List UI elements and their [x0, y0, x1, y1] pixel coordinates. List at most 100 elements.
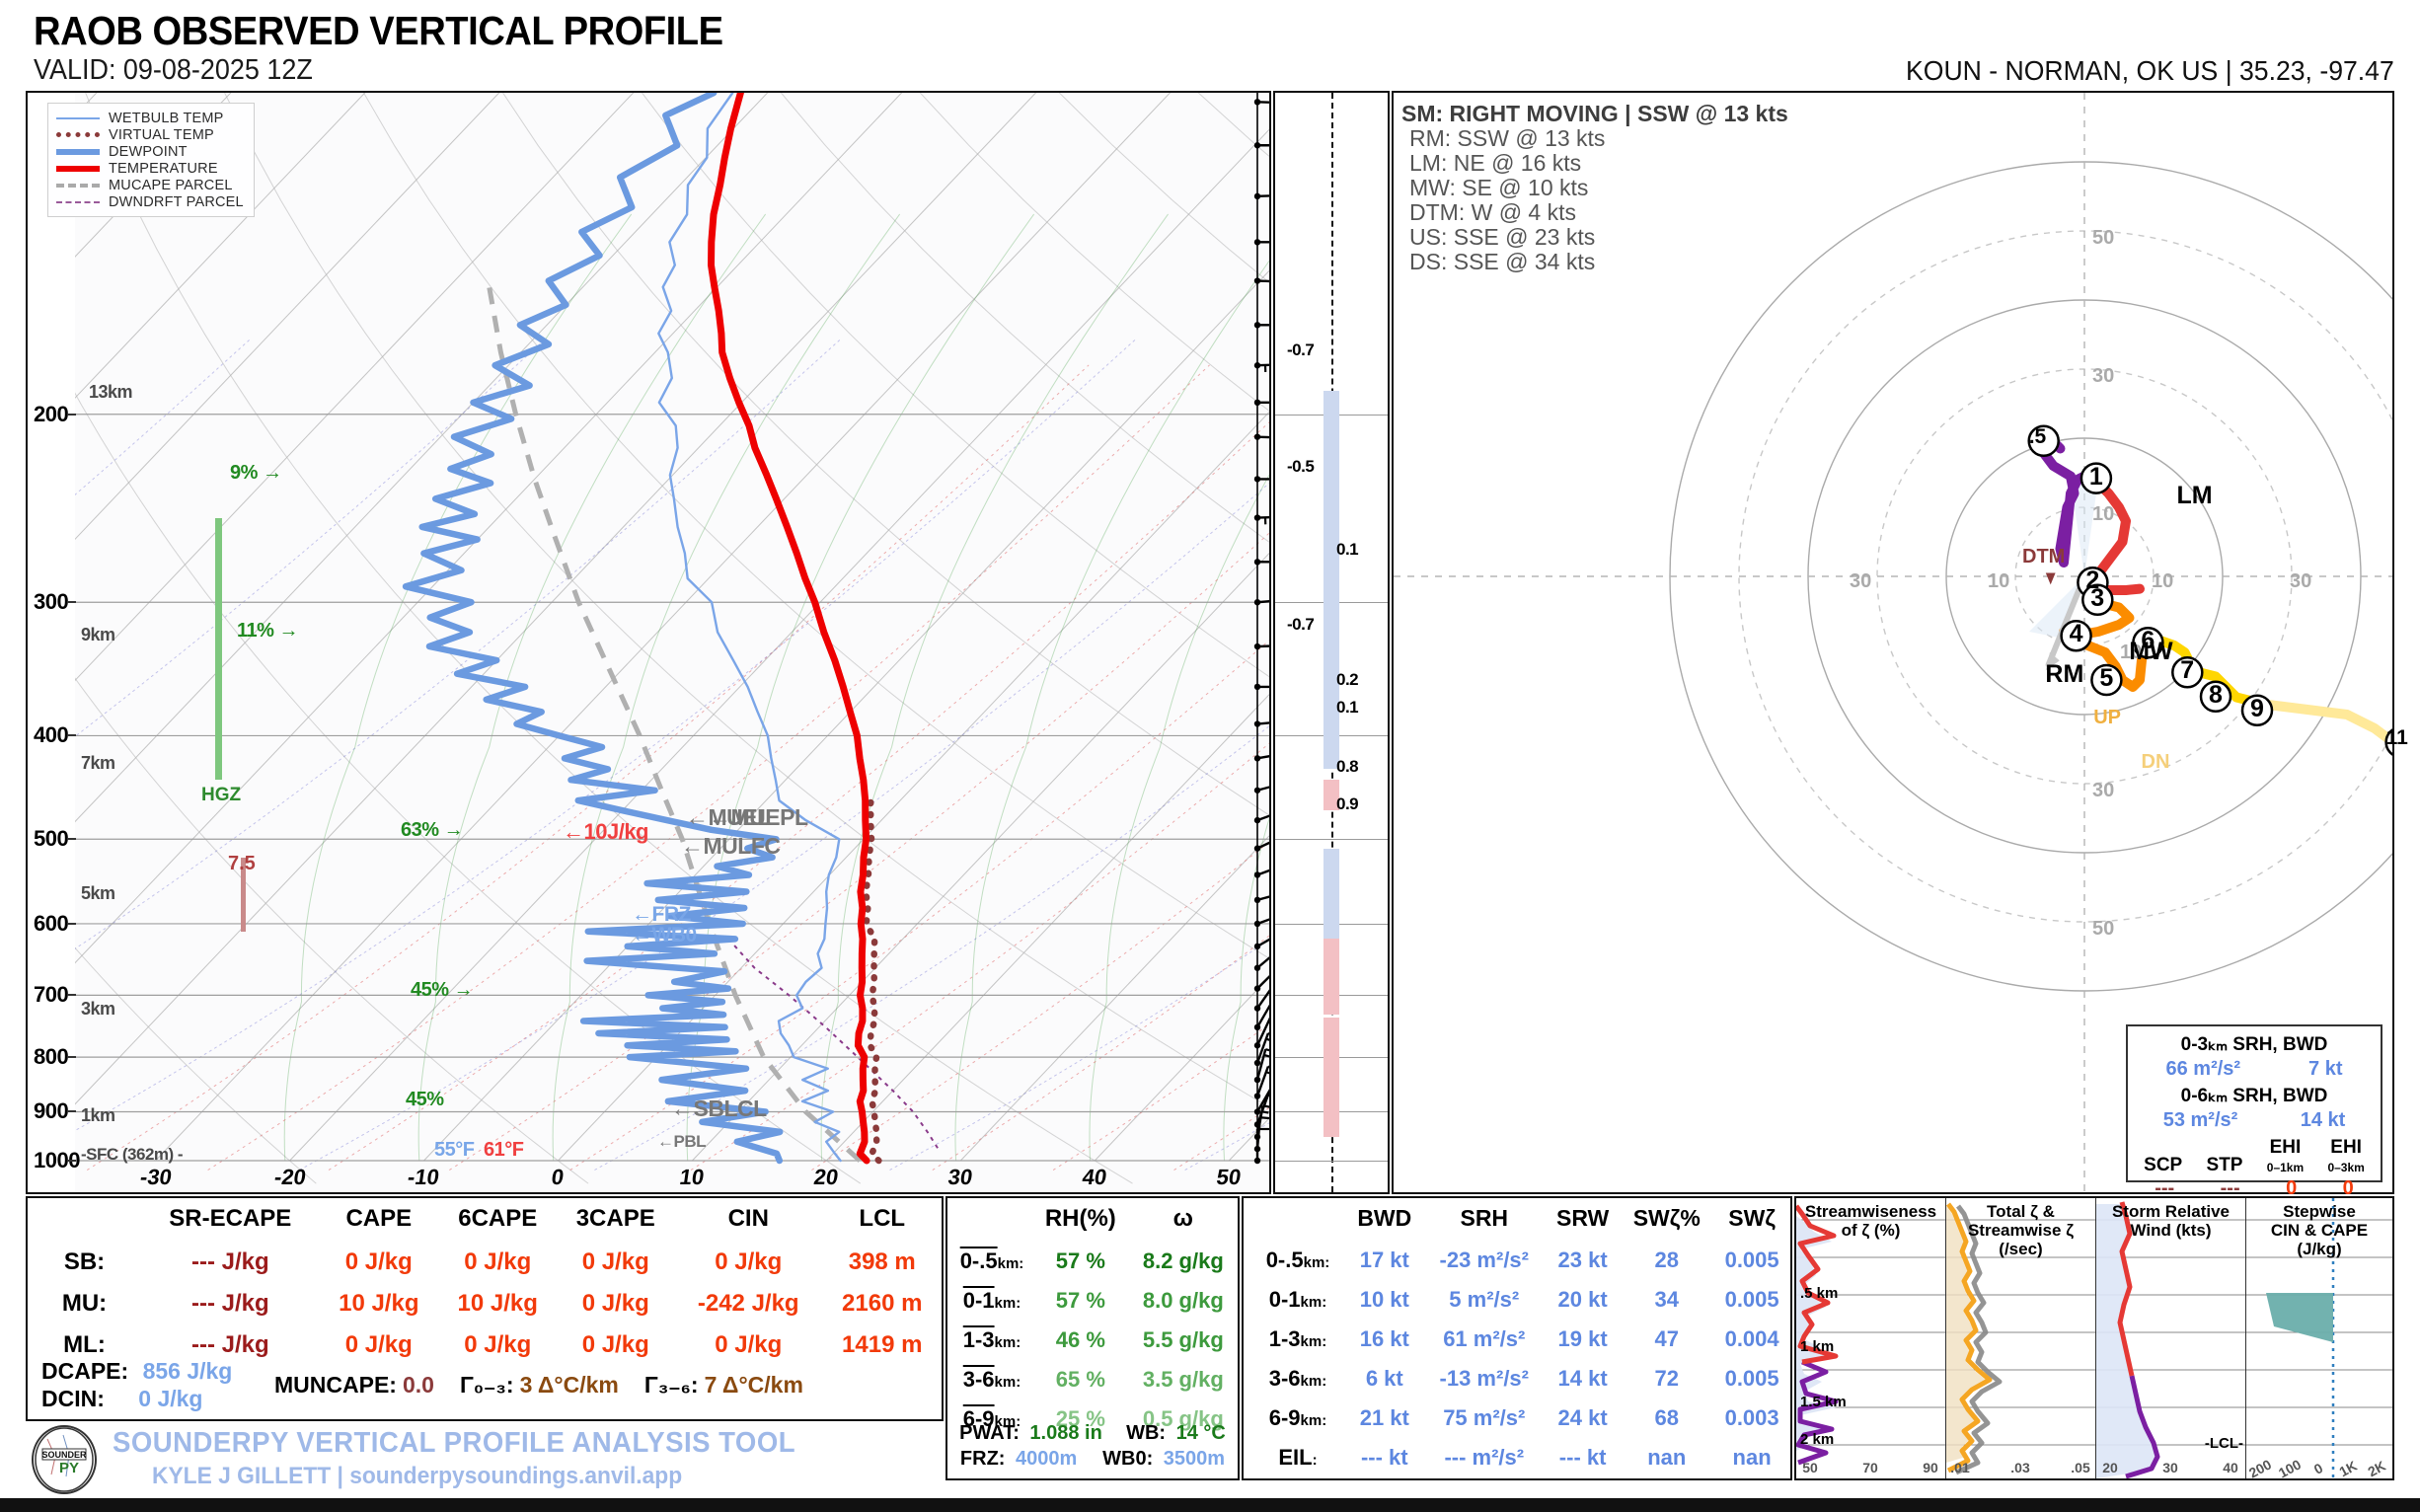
omega-bar — [1323, 1091, 1339, 1137]
omega-bar — [1323, 660, 1339, 770]
bwd-0-3-value: 7 kt — [2308, 1058, 2343, 1080]
table-cell: 5.5 g/kg — [1142, 1327, 1224, 1352]
hodograph-height-marker: .5 — [2028, 424, 2047, 448]
hodograph-height-marker: 4 — [2069, 620, 2083, 648]
hodograph-ring-label: 10 — [2152, 570, 2174, 592]
column-header: BWD — [1357, 1205, 1412, 1231]
table-header-row: RH(%) ω — [947, 1198, 1238, 1242]
hodograph-vector-label: MW — [2129, 638, 2173, 666]
wb0-label: WB0: — [1102, 1448, 1154, 1470]
srh-0-6-header: 0-6ₖₘ SRH, BWD — [2180, 1086, 2328, 1106]
table-cell: nan — [1732, 1445, 1772, 1470]
table-cell: 0 J/kg — [581, 1331, 649, 1358]
table-cell: 17 kt — [1359, 1247, 1409, 1272]
table-row: 0-.5km: 17 kt -23 m²/s² 23 kt 28 0.005 — [1244, 1241, 1790, 1280]
column-header: SWζ — [1728, 1205, 1776, 1231]
height-label: 5km — [81, 882, 115, 903]
lapse-rate-bar — [241, 857, 246, 932]
pwat-label: PWAT: — [959, 1422, 1020, 1444]
omega-gridline — [1275, 1161, 1388, 1162]
column-header: SWζ% — [1632, 1205, 1701, 1231]
hodograph-ring-label: 10 — [1988, 570, 2010, 592]
column-header — [1244, 1198, 1346, 1241]
legend-row: WETBULB TEMP — [56, 110, 244, 126]
bwd-0-6-value: 14 kt — [2300, 1109, 2346, 1131]
brand-line-2[interactable]: KYLE J GILLETT | sounderpysoundings.anvi… — [152, 1463, 683, 1489]
pressure-label: 700 — [34, 982, 69, 1008]
table-row: 6-9km: 25 % 0.5 g/kg — [947, 1399, 1238, 1439]
pressure-tick — [67, 413, 76, 416]
row-label: ML: — [63, 1331, 106, 1358]
wb-label: WB: — [1126, 1422, 1167, 1444]
pressure-tick — [67, 1056, 76, 1059]
hodograph-height-marker: 2 — [2085, 567, 2100, 595]
table-row: 3-6km: 65 % 3.5 g/kg — [947, 1360, 1238, 1399]
row-label: 0-.5km: — [1265, 1247, 1330, 1272]
mini-panel-axis-tick: 40 — [2223, 1460, 2238, 1475]
legend-label: WETBULB TEMP — [109, 110, 224, 126]
table-cell: --- m²/s² — [1444, 1445, 1525, 1470]
table-row: ML: --- J/kg 0 J/kg 0 J/kg 0 J/kg 0 J/kg 1419 … — [28, 1324, 942, 1366]
omega-bar — [1323, 1033, 1339, 1092]
hodograph-height-marker: 5 — [2099, 664, 2114, 692]
skewt-annotation: 45% — [406, 1088, 444, 1110]
legend-swatch-icon — [56, 165, 100, 172]
storm-motion-row: LM: NE @ 16 kts — [1409, 150, 1582, 176]
omega-bar — [1323, 1018, 1339, 1034]
table-cell: 6 kt — [1365, 1366, 1403, 1391]
table-cell: 61 m²/s² — [1443, 1326, 1526, 1351]
row-label: 6-9km: — [962, 1406, 1021, 1431]
skewt-annotation: ←FRZ — [632, 903, 691, 927]
mini-panel: Streamwiseness of ζ (%) 2 km 1.5 km 1 km .5 k… — [1796, 1198, 1946, 1478]
table-cell: --- J/kg — [190, 1290, 269, 1317]
table-cell: 0.005 — [1724, 1366, 1779, 1391]
hodograph-height-marker: 7 — [2180, 656, 2195, 685]
mini-panel-title: Stepwise CIN & CAPE (J/kg) — [2270, 1202, 2369, 1259]
table-row: MU: --- J/kg 10 J/kg 10 J/kg 0 J/kg -242 J/kg… — [28, 1283, 942, 1324]
row-label: 0-1km: — [1268, 1287, 1327, 1312]
hodograph-height-marker: 3 — [2090, 583, 2105, 612]
pressure-label: 600 — [34, 910, 69, 936]
thermodynamics-table: SR-ECAPE CAPE 6CAPE 3CAPE CIN LCL SB: --- J/kg 0… — [26, 1196, 944, 1421]
skewt-annotation: ←WB0 — [632, 924, 697, 947]
omega-value-label: 0.2 — [1336, 670, 1359, 689]
temperature-tick-label: 30 — [946, 1165, 975, 1189]
table-cell: 0.005 — [1724, 1287, 1779, 1312]
storm-motion-row: MW: SE @ 10 kts — [1409, 175, 1589, 200]
legend-label: VIRTUAL TEMP — [109, 126, 214, 143]
omega-value-label: 0.1 — [1336, 698, 1359, 717]
table-cell: 0 J/kg — [581, 1290, 649, 1317]
pressure-label: 400 — [34, 722, 69, 748]
hodograph-ring-label: 50 — [2092, 918, 2115, 940]
mini-panel-height-label: 2 km — [1800, 1431, 1835, 1448]
legend-row: MUCAPE PARCEL — [56, 177, 244, 193]
skewt-annotation: 11% → — [237, 619, 298, 642]
hodograph-height-marker: 9 — [2250, 694, 2264, 722]
hodograph-height-marker: 1 — [2088, 462, 2103, 491]
ehi-0-3-sub: 0–3km — [2327, 1161, 2365, 1174]
table-cell: 0 J/kg — [344, 1331, 413, 1358]
frz-value: 4000m — [1016, 1448, 1078, 1470]
pressure-tick — [67, 994, 76, 997]
pressure-label: 500 — [34, 826, 69, 852]
column-header — [947, 1198, 1032, 1242]
table-cell: 57 % — [1055, 1288, 1105, 1313]
ehi-0-1-sub: 0–1km — [2266, 1161, 2305, 1174]
row-label: SB: — [63, 1248, 106, 1275]
mini-panel-axis-tick: 90 — [1923, 1460, 1938, 1475]
row-label: 3-6km: — [962, 1367, 1021, 1392]
table-row: 6-9km: 21 kt 75 m²/s² 24 kt 68 0.003 — [1244, 1399, 1790, 1438]
mini-panel-title: Storm Relative Wind (kts) — [2111, 1202, 2231, 1241]
mini-panel: Stepwise CIN & CAPE (J/kg) 200 100 0 1K 2K — [2246, 1198, 2392, 1478]
table-cell: 24 kt — [1557, 1405, 1608, 1430]
hodograph-height-marker: 8 — [2209, 680, 2223, 709]
table-cell: 16 kt — [1359, 1326, 1409, 1351]
ehi-0-1-header: EHI — [2269, 1137, 2302, 1158]
table-cell: 0.005 — [1724, 1247, 1779, 1272]
omega-panel: -0.7 -0.5 0.1 -0.7 0.2 0.1 0.8 0.9 — [1273, 91, 1390, 1194]
mini-panels-group: Streamwiseness of ζ (%) 2 km 1.5 km 1 km .5 k… — [1794, 1196, 2394, 1480]
pressure-label: 200 — [34, 401, 69, 426]
legend-row: TEMPERATURE — [56, 160, 244, 177]
table-cell: 0 J/kg — [581, 1248, 649, 1275]
ehi-0-3-value: 0 — [2342, 1177, 2354, 1199]
